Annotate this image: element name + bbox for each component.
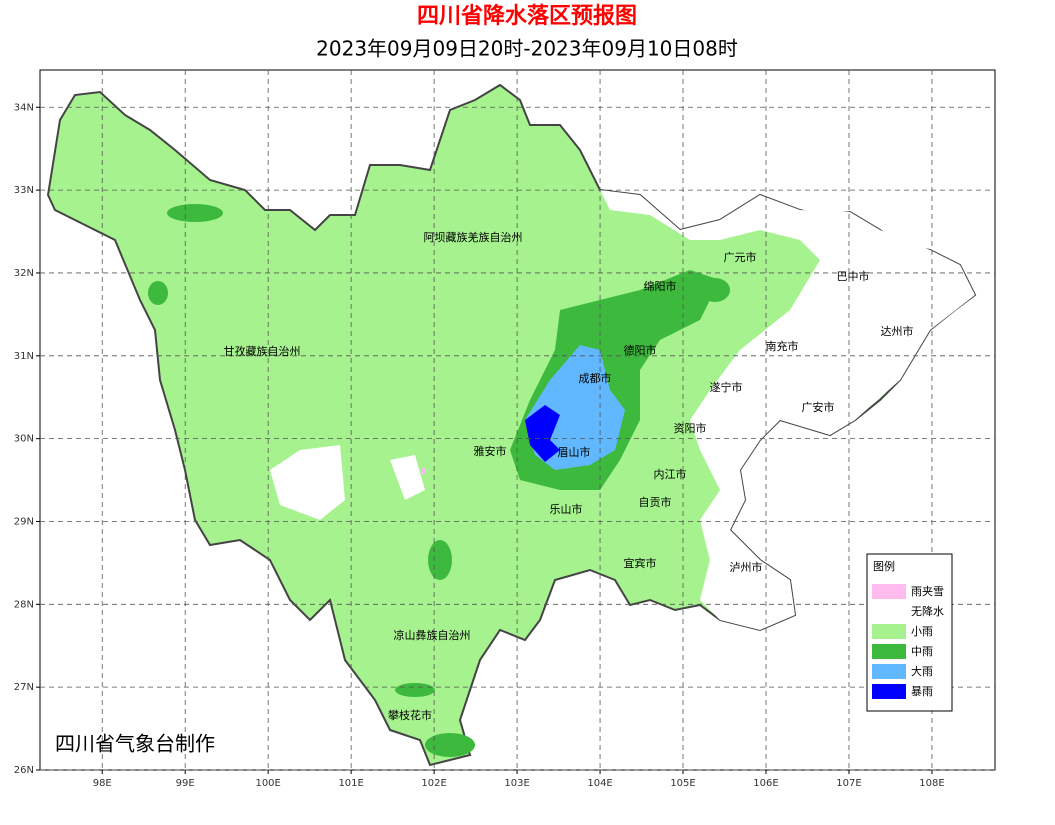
no-rain-area [600, 190, 975, 630]
no-rain-area [270, 445, 345, 520]
x-tick-label: 101E [338, 778, 363, 789]
legend-label: 雨夹雪 [911, 585, 944, 598]
place-label: 凉山彝族自治州 [394, 628, 471, 642]
x-tick-label: 104E [587, 778, 612, 789]
place-label: 内江市 [654, 467, 687, 481]
place-label: 广元市 [724, 250, 757, 264]
grid: 98E 99E 100E 101E 102E 103E 104E 105E 106E 107E 10… [14, 70, 995, 789]
y-tick-label: 31N [14, 351, 34, 362]
x-tick-label: 103E [504, 778, 529, 789]
legend-swatch [872, 584, 906, 599]
legend-label: 大雨 [911, 664, 933, 678]
moderate-rain-area [428, 540, 452, 580]
moderate-rain-area [700, 278, 730, 302]
y-tick-label: 32N [14, 268, 34, 279]
legend-title: 图例 [873, 559, 895, 573]
x-tick-label: 102E [421, 778, 446, 789]
moderate-rain-area [167, 204, 223, 222]
moderate-rain-area [395, 683, 435, 697]
y-tick-label: 33N [14, 185, 34, 196]
place-label: 成都市 [579, 371, 612, 385]
place-label: 广安市 [802, 400, 835, 414]
precipitation-map [46, 83, 977, 767]
x-tick-label: 106E [753, 778, 778, 789]
y-tick-label: 29N [14, 516, 34, 527]
y-tick-label: 34N [14, 102, 34, 113]
legend-swatch [872, 664, 906, 679]
x-tick-label: 105E [670, 778, 695, 789]
place-label: 攀枝花市 [388, 708, 432, 722]
place-label: 泸州市 [730, 560, 763, 574]
moderate-rain-area [148, 281, 168, 305]
place-label: 德阳市 [624, 343, 657, 357]
legend-swatch [872, 684, 906, 699]
footer: 四川省气象台制作 [55, 732, 215, 756]
legend-label: 暴雨 [911, 685, 933, 698]
legend-swatch [872, 644, 906, 659]
place-label: 自贡市 [639, 495, 672, 509]
y-tick-label: 26N [14, 765, 34, 776]
legend-swatch [872, 624, 906, 639]
x-tick-label: 108E [919, 778, 944, 789]
place-label: 乐山市 [550, 502, 583, 516]
rainstorm-area [525, 405, 560, 462]
place-label: 绵阳市 [644, 279, 677, 293]
place-label: 雅安市 [474, 444, 507, 458]
y-tick-label: 30N [14, 434, 34, 445]
legend-label: 小雨 [911, 625, 933, 638]
no-rain-area [390, 455, 425, 500]
legend-label: 无降水 [911, 604, 944, 618]
place-label: 达州市 [881, 324, 914, 338]
x-tick-label: 99E [176, 778, 195, 789]
place-label: 宜宾市 [624, 556, 657, 570]
x-tick-label: 107E [836, 778, 861, 789]
subtitle: 2023年09月09日20时-2023年09月10日08时 [316, 37, 738, 61]
place-label: 南充市 [766, 339, 799, 353]
legend-swatch [872, 604, 906, 619]
moderate-rain-area [425, 733, 475, 757]
place-label: 资阳市 [674, 421, 707, 435]
y-tick-label: 27N [14, 682, 34, 693]
place-label: 阿坝藏族羌族自治州 [424, 230, 523, 244]
x-tick-label: 100E [255, 778, 280, 789]
place-label: 遂宁市 [710, 380, 743, 394]
place-label: 眉山市 [558, 445, 591, 459]
place-label: 甘孜藏族自治州 [224, 344, 301, 358]
place-label: 巴中市 [837, 269, 870, 283]
x-tick-label: 98E [93, 778, 112, 789]
title: 四川省降水落区预报图 [417, 4, 637, 29]
sleet-area [422, 468, 426, 474]
legend-label: 中雨 [911, 645, 933, 658]
y-tick-label: 28N [14, 599, 34, 610]
